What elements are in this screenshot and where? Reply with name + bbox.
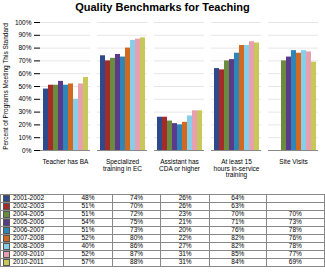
html-text:51%: 51% xyxy=(81,226,95,234)
html-text:76%: 76% xyxy=(231,226,245,234)
html-text:2002-2003: 2002-2003 xyxy=(13,202,45,210)
html-text:40%: 40% xyxy=(81,242,95,250)
html-text:73%: 73% xyxy=(288,218,302,226)
html-text:78%: 78% xyxy=(288,242,302,250)
html-text:23%: 23% xyxy=(178,210,192,218)
html-text:2007-2008: 2007-2008 xyxy=(13,234,45,242)
svg-text:Teacher has BA: Teacher has BA xyxy=(43,158,90,165)
html-text:77%: 77% xyxy=(288,250,302,258)
html-text:48%: 48% xyxy=(81,194,95,202)
html-text:71%: 71% xyxy=(231,218,245,226)
html-text:82%: 82% xyxy=(231,234,245,242)
html-text:86%: 86% xyxy=(130,242,144,250)
html-text:72%: 72% xyxy=(130,210,144,218)
html-text:26%: 26% xyxy=(178,194,192,202)
html-text:82%: 82% xyxy=(231,242,245,250)
svg-text:50%: 50% xyxy=(18,83,31,90)
html-text:2006-2007: 2006-2007 xyxy=(13,226,45,234)
html-text:26%: 26% xyxy=(178,202,192,210)
html-text:31%: 31% xyxy=(178,258,192,266)
html-text:2009-2010: 2009-2010 xyxy=(13,250,45,258)
html-text:75%: 75% xyxy=(130,218,144,226)
svg-text:Specializedtraining in EC: Specializedtraining in EC xyxy=(103,158,142,173)
html-text:85%: 85% xyxy=(231,250,245,258)
svg-text:70%: 70% xyxy=(18,57,31,64)
svg-text:Assistant hasCDA or higher: Assistant hasCDA or higher xyxy=(159,158,201,173)
svg-text:Site Visits: Site Visits xyxy=(279,158,308,165)
html-text:73%: 73% xyxy=(130,226,144,234)
html-text:64%: 64% xyxy=(231,194,245,202)
html-text:78%: 78% xyxy=(288,226,302,234)
html-text:80%: 80% xyxy=(130,234,144,242)
html-text:88%: 88% xyxy=(130,258,144,266)
svg-text:20%: 20% xyxy=(18,121,31,128)
svg-text:90%: 90% xyxy=(18,31,31,38)
html-text:87%: 87% xyxy=(130,250,144,258)
html-text:69%: 69% xyxy=(288,258,302,266)
html-text:2008-2009: 2008-2009 xyxy=(13,242,45,250)
html-text:52%: 52% xyxy=(81,234,95,242)
svg-text:At least 15hours in-servicetra: At least 15hours in-servicetraining xyxy=(214,158,260,179)
html-text:70%: 70% xyxy=(288,210,302,218)
html-text:70%: 70% xyxy=(231,210,245,218)
html-text:21%: 21% xyxy=(178,218,192,226)
html-text:76%: 76% xyxy=(288,234,302,242)
html-text:27%: 27% xyxy=(178,242,192,250)
svg-text:100%: 100% xyxy=(15,19,32,26)
html-text:31%: 31% xyxy=(178,250,192,258)
html-text:74%: 74% xyxy=(130,194,144,202)
html-text:2005-2006: 2005-2006 xyxy=(13,218,45,226)
svg-text:40%: 40% xyxy=(18,95,31,102)
html-text:70%: 70% xyxy=(130,202,144,210)
html-text:52%: 52% xyxy=(81,250,95,258)
html-text:51%: 51% xyxy=(81,202,95,210)
html-text:54%: 54% xyxy=(81,218,95,226)
html-text:22%: 22% xyxy=(178,234,192,242)
svg-text:Percent of Programs Meeting Th: Percent of Programs Meeting This Standar… xyxy=(2,23,10,150)
svg-text:0%: 0% xyxy=(22,147,32,154)
html-text:Quality Benchmarks for Teachin: Quality Benchmarks for Teaching xyxy=(75,1,250,13)
html-text:51%: 51% xyxy=(81,210,95,218)
html-text:57%: 57% xyxy=(81,258,95,266)
html-text:2004-2005: 2004-2005 xyxy=(13,210,45,218)
html-text:84%: 84% xyxy=(231,258,245,266)
html-text:20%: 20% xyxy=(178,226,192,234)
svg-text:30%: 30% xyxy=(18,108,31,115)
svg-text:10%: 10% xyxy=(18,134,31,141)
html-text:2010-2011: 2010-2011 xyxy=(13,258,44,266)
html-text:2001-2002: 2001-2002 xyxy=(13,194,45,202)
html-text:63%: 63% xyxy=(231,202,245,210)
svg-text:60%: 60% xyxy=(18,70,31,77)
svg-text:80%: 80% xyxy=(18,44,31,51)
